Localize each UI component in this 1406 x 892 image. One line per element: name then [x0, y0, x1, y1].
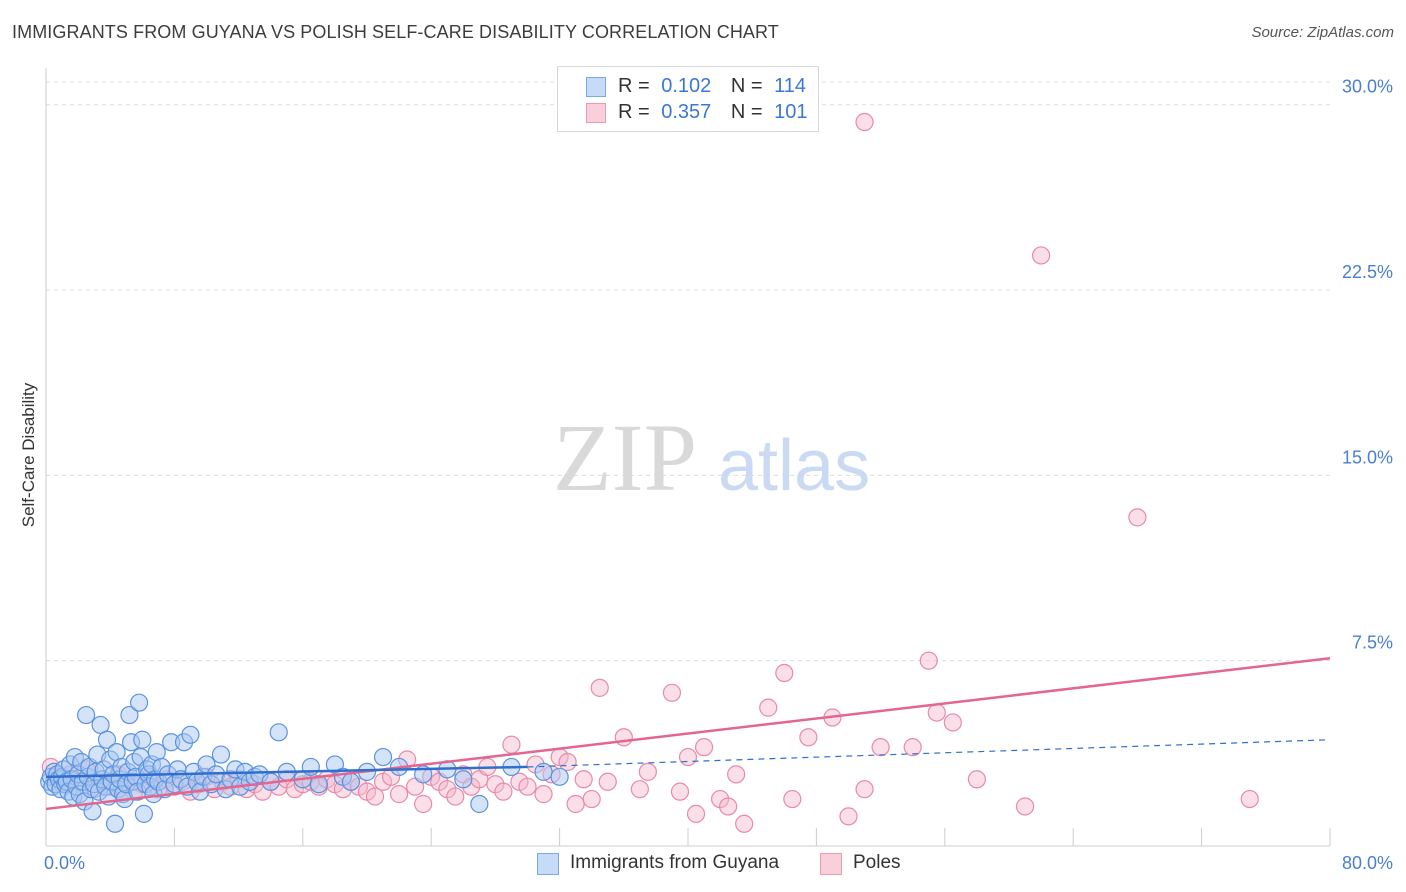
legend-n-label: N = — [730, 75, 763, 97]
poles-point — [783, 789, 802, 809]
guyana-point — [97, 730, 117, 749]
poles-point — [1128, 508, 1147, 527]
poles-point — [694, 738, 714, 757]
legend-r-label: R = — [618, 101, 650, 123]
guyana-point — [301, 757, 320, 777]
guyana-trend-line — [45, 765, 528, 779]
poles-point — [686, 804, 706, 823]
poles-point — [574, 770, 593, 789]
legend-n-value: 114 — [774, 75, 807, 97]
legend-n-value: 101 — [774, 101, 808, 123]
guyana-point — [211, 745, 231, 764]
poles-point — [799, 728, 818, 747]
series-label-guyana: Immigrants from Guyana — [570, 852, 780, 873]
poles-point — [839, 807, 858, 826]
poles-point — [719, 797, 738, 816]
legend-r-label: R = — [618, 75, 650, 97]
guyana-point — [454, 770, 473, 789]
source-attribution: Source: ZipAtlas.com — [1251, 24, 1394, 41]
poles-point — [414, 794, 433, 814]
watermark-zip: ZIP — [553, 404, 697, 511]
tick-labels: 7.5% 15.0% 22.5% 30.0% 0.0% 80.0% — [44, 77, 1393, 873]
poles-point — [630, 780, 649, 799]
legend-n-label: N = — [730, 101, 763, 123]
legend-swatch-blue — [586, 77, 606, 97]
poles-point — [735, 814, 754, 833]
poles-point — [1031, 246, 1051, 265]
guyana-point — [181, 725, 200, 744]
poles-trend-line — [45, 656, 1331, 811]
poles-point — [365, 787, 385, 806]
y-tick-label: 15.0% — [1342, 447, 1393, 467]
poles-point — [943, 713, 962, 732]
poles-point — [638, 762, 657, 781]
y-tick-label: 22.5% — [1342, 262, 1393, 282]
poles-point — [919, 651, 938, 670]
guyana-trend-extension — [527, 739, 1331, 768]
correlation-legend: R = 0.102 N = 114 R = 0.357 N = 101 — [557, 66, 819, 132]
poles-point — [502, 735, 521, 754]
poles-point — [670, 782, 690, 801]
watermark-atlas: atlas — [718, 426, 870, 506]
guyana-point — [120, 705, 139, 725]
legend-r-value: 0.357 — [661, 101, 712, 123]
guyana-point — [77, 705, 96, 725]
poles-point — [590, 678, 609, 697]
poles-point — [518, 777, 537, 796]
poles-point — [558, 752, 577, 772]
poles-point — [967, 770, 987, 789]
poles-point — [759, 698, 778, 717]
grid-lines — [46, 81, 1330, 662]
poles-point — [566, 794, 585, 814]
guyana-point — [134, 804, 154, 823]
guyana-point — [129, 693, 149, 712]
legend-swatch-pink — [586, 103, 606, 123]
poles-point — [534, 785, 553, 804]
series-legend-guyana[interactable]: Immigrants from Guyana — [537, 852, 807, 878]
trend-lines — [45, 656, 1331, 811]
guyana-point — [341, 772, 361, 791]
poles-point — [582, 789, 601, 809]
poles-point — [855, 780, 874, 799]
x-tick-label: 80.0% — [1342, 853, 1393, 873]
guyana-point — [105, 814, 125, 833]
guyana-point — [373, 747, 393, 767]
poles-point — [662, 683, 682, 702]
poles-point — [903, 738, 922, 757]
poles-point — [927, 703, 946, 722]
poles-point — [446, 787, 465, 806]
watermark: ZIP atlas — [553, 404, 870, 511]
y-tick-label: 7.5% — [1352, 633, 1393, 653]
guyana-point — [83, 802, 102, 821]
axes — [45, 68, 1331, 847]
poles-point — [855, 112, 874, 132]
legend-r-value: 0.102 — [661, 75, 712, 97]
series-label-poles: Poles — [853, 852, 901, 873]
chart-title: IMMIGRANTS FROM GUYANA VS POLISH SELF-CA… — [12, 22, 779, 42]
guyana-points — [40, 693, 569, 833]
poles-point — [727, 765, 746, 784]
series-swatch-pink — [820, 853, 842, 875]
series-legend-poles[interactable]: Poles — [820, 852, 920, 878]
guyana-point — [269, 723, 288, 742]
poles-point — [1240, 789, 1259, 809]
guyana-point — [550, 767, 569, 786]
x-tick-label: 0.0% — [44, 853, 85, 873]
series-swatch-blue — [537, 853, 559, 875]
poles-point — [871, 738, 890, 757]
poles-point — [494, 782, 513, 801]
poles-point — [775, 663, 794, 683]
poles-point — [614, 728, 633, 747]
guyana-point — [470, 794, 489, 814]
poles-point — [1015, 797, 1035, 816]
y-axis-label: Self-Care Disability — [19, 382, 38, 527]
y-tick-label: 30.0% — [1342, 77, 1393, 97]
poles-point — [598, 772, 617, 791]
poles-point — [390, 785, 409, 804]
poles-point — [678, 747, 698, 767]
guyana-point — [133, 730, 152, 749]
